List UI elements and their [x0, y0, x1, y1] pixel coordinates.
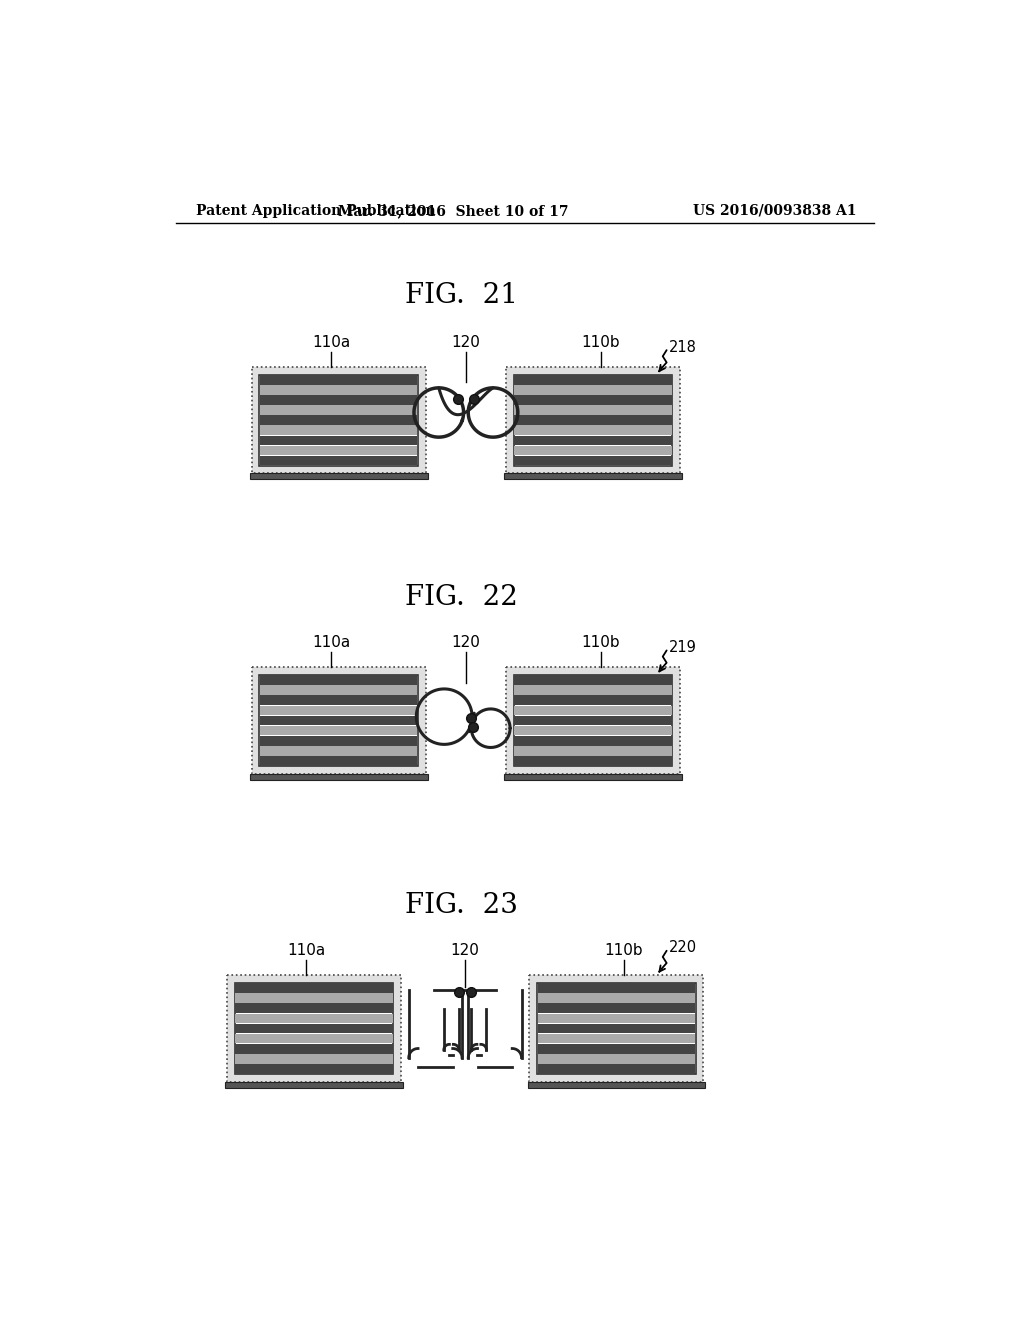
Bar	[537, 983, 695, 1074]
Bar	[234, 983, 393, 1074]
Bar	[260, 455, 418, 466]
Bar	[260, 696, 418, 705]
Bar	[236, 1053, 392, 1064]
Bar	[236, 1014, 392, 1023]
Bar	[538, 1003, 695, 1014]
Bar	[529, 975, 703, 1081]
Bar	[538, 1053, 695, 1064]
Bar	[252, 668, 426, 774]
Text: 120: 120	[452, 335, 480, 350]
Bar	[260, 385, 418, 395]
Text: 220: 220	[669, 940, 697, 956]
Bar	[504, 774, 682, 780]
Bar	[260, 735, 418, 746]
Bar	[527, 1081, 705, 1088]
Bar	[236, 1034, 392, 1043]
Bar	[260, 715, 418, 725]
Bar	[260, 405, 418, 414]
Bar	[514, 375, 672, 384]
Text: 218: 218	[669, 339, 696, 355]
Bar	[514, 405, 672, 414]
Bar	[514, 715, 672, 725]
Bar	[250, 774, 428, 780]
Bar	[236, 994, 392, 1003]
Bar	[514, 746, 672, 755]
Bar	[260, 446, 418, 455]
Bar	[538, 1024, 695, 1034]
Text: 110a: 110a	[287, 944, 326, 958]
Bar	[514, 385, 672, 395]
Bar	[506, 668, 680, 774]
Bar	[260, 756, 418, 766]
Bar	[538, 1014, 695, 1023]
Bar	[514, 436, 672, 445]
Bar	[226, 975, 401, 1081]
Bar	[260, 706, 418, 715]
Bar	[225, 1081, 402, 1088]
Text: 110b: 110b	[582, 635, 621, 651]
Text: FIG.  21: FIG. 21	[404, 282, 518, 309]
Bar	[250, 474, 428, 479]
Bar	[514, 375, 673, 466]
Bar	[236, 1003, 392, 1014]
Bar	[514, 416, 672, 425]
Bar	[514, 675, 673, 766]
Bar	[538, 983, 695, 993]
Text: 219: 219	[669, 640, 696, 655]
Text: 120: 120	[452, 635, 480, 651]
Bar	[514, 446, 672, 455]
Bar	[514, 696, 672, 705]
Bar	[538, 1034, 695, 1043]
Bar	[236, 1024, 392, 1034]
Bar	[236, 1044, 392, 1053]
Bar	[236, 983, 392, 993]
Text: 110a: 110a	[312, 335, 350, 350]
Bar	[252, 367, 426, 474]
Bar	[538, 1044, 695, 1053]
Text: FIG.  23: FIG. 23	[404, 892, 518, 919]
Bar	[506, 367, 680, 474]
Bar	[260, 746, 418, 755]
Text: FIG.  22: FIG. 22	[404, 583, 518, 611]
Bar	[260, 726, 418, 735]
Bar	[260, 425, 418, 436]
Bar	[260, 395, 418, 405]
Text: Mar. 31, 2016  Sheet 10 of 17: Mar. 31, 2016 Sheet 10 of 17	[338, 203, 568, 218]
Bar	[538, 1064, 695, 1073]
Bar	[259, 375, 418, 466]
Bar	[504, 474, 682, 479]
Text: Patent Application Publication: Patent Application Publication	[197, 203, 436, 218]
Bar	[514, 425, 672, 436]
Bar	[514, 756, 672, 766]
Bar	[514, 455, 672, 466]
Bar	[514, 676, 672, 685]
Text: 110b: 110b	[605, 944, 643, 958]
Bar	[514, 735, 672, 746]
Bar	[260, 685, 418, 696]
Bar	[259, 675, 418, 766]
Bar	[260, 375, 418, 384]
Bar	[514, 706, 672, 715]
Text: 120: 120	[451, 944, 479, 958]
Bar	[514, 395, 672, 405]
Bar	[514, 726, 672, 735]
Bar	[514, 685, 672, 696]
Bar	[236, 1064, 392, 1073]
Bar	[260, 436, 418, 445]
Bar	[538, 994, 695, 1003]
Bar	[260, 676, 418, 685]
Text: 110b: 110b	[582, 335, 621, 350]
Text: US 2016/0093838 A1: US 2016/0093838 A1	[693, 203, 856, 218]
Text: 110a: 110a	[312, 635, 350, 651]
Bar	[260, 416, 418, 425]
